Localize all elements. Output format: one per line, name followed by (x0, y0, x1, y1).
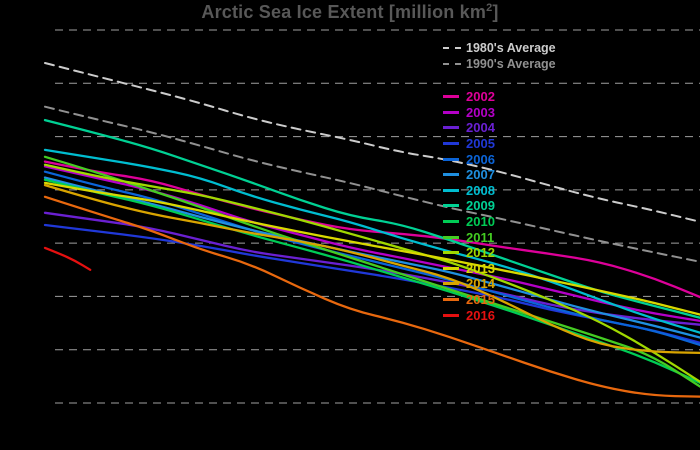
series-line-2013 (43, 181, 700, 316)
legend-item-2007: 2007 (443, 167, 556, 183)
legend-dash-2004 (443, 126, 459, 130)
legend-label-2002: 2002 (466, 89, 495, 105)
legend-dash-2011 (443, 235, 459, 239)
legend-dash-2014 (443, 282, 459, 286)
legend-dash-2010 (443, 220, 459, 224)
legend-label-1980-s-average: 1980's Average (466, 41, 556, 55)
legend-item-2014: 2014 (443, 276, 556, 292)
legend-label-2003: 2003 (466, 104, 495, 120)
legend-item-2015: 2015 (443, 292, 556, 308)
legend-dash-2008 (443, 188, 459, 192)
legend-label-2007: 2007 (466, 167, 495, 183)
legend-label-2011: 2011 (466, 229, 495, 245)
legend-dash-2012 (443, 251, 459, 255)
legend-item-2013: 2013 (443, 261, 556, 277)
chart-title-text: Arctic Sea Ice Extent [million km (201, 2, 487, 22)
legend-dash-2002 (443, 95, 459, 99)
legend-item-2011: 2011 (443, 229, 556, 245)
legend-item-2003: 2003 (443, 105, 556, 121)
series-line-2012 (43, 163, 700, 383)
legend-item-2010: 2010 (443, 214, 556, 230)
legend-label-2005: 2005 (466, 136, 495, 152)
series-line-2002 (43, 160, 700, 299)
legend-item-2009: 2009 (443, 198, 556, 214)
series-line-2008 (43, 148, 700, 334)
chart-title: Arctic Sea Ice Extent [million km2] (0, 2, 700, 22)
legend-item-2016: 2016 (443, 307, 556, 323)
legend-label-2016: 2016 (466, 307, 495, 323)
legend-dash-2006 (443, 157, 459, 161)
legend-dash-2005 (443, 142, 459, 146)
legend-item-2004: 2004 (443, 120, 556, 136)
legend-dash-1980-s-average (443, 47, 461, 49)
legend-label-1990-s-average: 1990's Average (466, 57, 556, 71)
legend-item-2008: 2008 (443, 183, 556, 199)
legend-dash-2007 (443, 173, 459, 177)
series-line-2009 (43, 118, 700, 319)
series-line-2010 (43, 178, 700, 384)
legend-item-1990-s-average: 1990's Average (443, 56, 556, 72)
series-line-2016 (43, 246, 92, 271)
legend-dash-2003 (443, 110, 459, 114)
legend-label-2012: 2012 (466, 245, 495, 261)
series-line-2014 (43, 183, 700, 355)
series-line-2011 (43, 155, 700, 388)
legend: 1980's Average 1990's Average 2002 2003 2004… (443, 40, 556, 323)
legend-item-2005: 2005 (443, 136, 556, 152)
legend-dash-2013 (443, 266, 459, 270)
series-line-2007 (43, 176, 700, 339)
legend-dash-2015 (443, 298, 459, 302)
legend-label-2006: 2006 (466, 151, 495, 167)
chart-title-suffix: ] (492, 2, 499, 22)
legend-label-2013: 2013 (466, 260, 495, 276)
legend-label-2015: 2015 (466, 292, 495, 308)
legend-label-2008: 2008 (466, 182, 495, 198)
legend-label-2014: 2014 (466, 276, 495, 292)
legend-dash-2016 (443, 313, 459, 317)
legend-item-2012: 2012 (443, 245, 556, 261)
legend-item-1980-s-average: 1980's Average (443, 40, 556, 56)
chart-title-superscript: 2 (486, 2, 493, 14)
legend-label-2009: 2009 (466, 198, 495, 214)
legend-dash-1990-s-average (443, 63, 461, 65)
legend-label-2010: 2010 (466, 214, 495, 230)
legend-item-2002: 2002 (443, 89, 556, 105)
series-line-1980-s-average (44, 62, 700, 223)
legend-item-2006: 2006 (443, 151, 556, 167)
legend-label-2004: 2004 (466, 120, 495, 136)
legend-dash-2009 (443, 204, 459, 208)
series-line-1990-s-average (44, 105, 700, 263)
series-line-2015 (43, 195, 700, 398)
